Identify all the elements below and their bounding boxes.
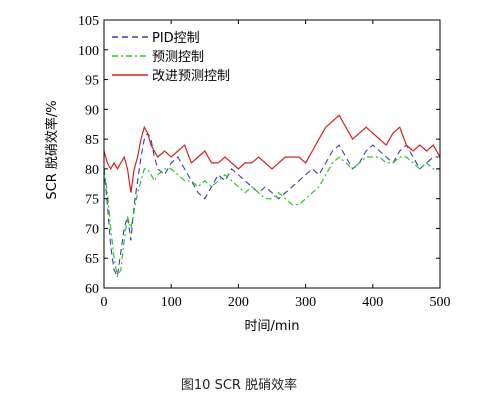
legend-label-2: 预测控制 [152, 50, 204, 65]
y-tick-label: 90 [85, 103, 99, 118]
x-tick-label: 0 [101, 295, 108, 310]
legend-label-1: PID控制 [152, 31, 200, 46]
y-tick-label: 85 [85, 133, 99, 148]
figure-caption: 图10 SCR 脱硝效率 [180, 378, 298, 393]
x-tick-label: 400 [362, 295, 383, 310]
axes: 0 100 200 300 400 500 60 65 70 75 80 85 90 95 100 105 [78, 14, 451, 310]
x-tick-label: 500 [430, 295, 451, 310]
y-tick-label: 75 [85, 193, 99, 208]
x-tick-label: 300 [295, 295, 316, 310]
x-tick-label: 100 [161, 295, 182, 310]
plot-frame [103, 19, 441, 289]
x-tick-label: 200 [228, 295, 249, 310]
y-tick-label: 65 [85, 252, 99, 267]
y-tick-label: 95 [85, 74, 99, 89]
y-tick-label: 60 [85, 282, 99, 297]
plot-area [103, 114, 441, 278]
legend-label-3: 改进预测控制 [152, 69, 230, 84]
series-line-2 [103, 156, 440, 278]
series-line-1 [103, 132, 440, 278]
y-axis-label: SCR 脱硝效率/% [44, 100, 60, 199]
y-tick-label: 100 [78, 44, 99, 59]
y-tick-label: 105 [78, 14, 99, 29]
y-tick-label: 80 [85, 163, 99, 178]
series-line-3 [103, 114, 441, 193]
x-axis-label: 时间/min [245, 319, 300, 334]
y-tick-label: 70 [85, 222, 99, 237]
